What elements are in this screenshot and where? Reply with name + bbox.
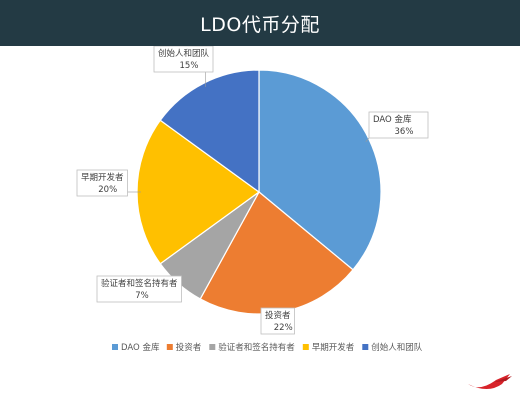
data-label-box-1 [368, 111, 429, 139]
data-label-name-5: 创始人和团队 [158, 48, 210, 59]
data-label-box-4 [76, 169, 128, 197]
pie-slice-5 [159, 69, 260, 194]
legend-label-2: 投资者 [176, 342, 202, 353]
leader-line-1 [365, 137, 370, 142]
data-label-name-2: 投资者 [265, 310, 291, 321]
legend-label-4: 早期开发者 [312, 342, 355, 353]
data-label-value-1: 36% [395, 127, 414, 137]
data-label-value-5: 15% [180, 61, 199, 71]
legend-label-3: 验证者和签名持有者 [218, 342, 295, 353]
data-label-box-3 [96, 275, 182, 303]
data-label-value-3: 7% [135, 291, 149, 301]
legend-swatch-4 [302, 344, 309, 350]
legend-label-5: 创始人和团队 [371, 342, 423, 353]
legend-label-1: DAO 金库 [121, 342, 160, 353]
chart-header: LDO代币分配 [0, 0, 520, 46]
data-label-name-1: DAO 金库 [373, 114, 412, 125]
data-label-value-4: 20% [98, 185, 117, 195]
chart-title: LDO代币分配 [200, 13, 320, 36]
data-label-name-4: 早期开发者 [81, 172, 124, 183]
legend-swatch-1 [112, 344, 118, 350]
data-label-box-5 [153, 45, 214, 73]
pie-chart-area: DAO 金库 36% 投资者 22% 验证者和签名持有者 7% 早期开发者 20% 创始人和团队… [0, 45, 520, 400]
pie-slice-1 [258, 69, 382, 271]
brand-logo-icon [468, 374, 512, 389]
data-label-name-3: 验证者和签名持有者 [101, 278, 178, 289]
legend-swatch-3 [209, 344, 216, 350]
legend-swatch-2 [166, 344, 173, 350]
data-label-value-2: 22% [274, 323, 293, 333]
pie-chart: DAO 金库 36% 投资者 22% 验证者和签名持有者 7% 早期开发者 20% 创始人和团队… [76, 45, 429, 353]
data-label-box-2 [260, 307, 295, 335]
legend-swatch-5 [362, 344, 369, 350]
